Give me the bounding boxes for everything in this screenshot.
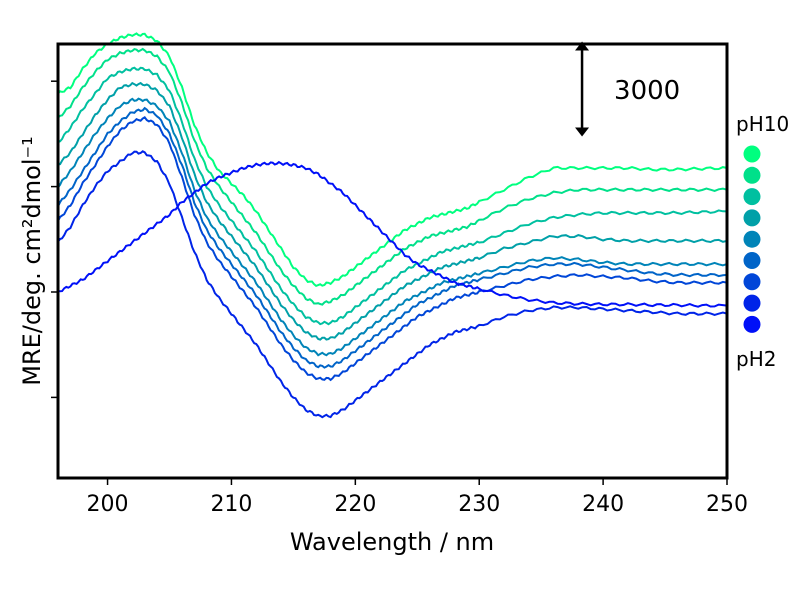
- ph-legend-dot-6: [743, 252, 761, 269]
- x-tick-label-250: 250: [706, 492, 748, 517]
- series-line-6: [57, 106, 728, 369]
- series-line-1: [57, 32, 728, 288]
- scale-bar-arrow-up: [575, 41, 590, 51]
- scale-bar-arrow-down: [575, 127, 590, 137]
- ph-legend-dot-4: [743, 209, 761, 227]
- x-tick-label-240: 240: [582, 492, 624, 517]
- series-line-8: [57, 150, 728, 419]
- ph-legend-dot-7: [743, 273, 761, 291]
- scale-bar: 3000: [575, 41, 680, 137]
- series-layer: [57, 32, 728, 419]
- ph-legend-dot-8: [743, 294, 761, 312]
- plot-frame: [56, 42, 729, 480]
- ph-legend-dot-2: [743, 166, 761, 184]
- scale-bar-label: 3000: [614, 76, 680, 106]
- series-line-4: [57, 81, 728, 341]
- ph-legend-dot-3: [743, 188, 761, 206]
- series-line-3: [57, 66, 728, 326]
- x-tick-label-230: 230: [458, 492, 500, 517]
- series-line-2: [57, 47, 728, 306]
- series-line-9: [57, 160, 728, 308]
- ph-legend-dot-1: [743, 145, 761, 163]
- series-line-5: [57, 97, 728, 357]
- x-tick-label-220: 220: [334, 492, 376, 517]
- x-tick-label-210: 210: [210, 492, 252, 517]
- ph-label-top: pH10: [736, 112, 789, 136]
- ph-legend: [743, 145, 761, 333]
- series-line-7: [57, 115, 728, 382]
- y-axis-label: MRE/deg. cm²dmol⁻¹: [18, 136, 46, 386]
- x-tick-label-200: 200: [87, 492, 129, 517]
- x-axis-label: Wavelength / nm: [290, 528, 494, 556]
- ph-legend-dot-5: [743, 230, 761, 248]
- ticks-layer: 200 210 220 230 240 250: [51, 80, 748, 517]
- ph-legend-dot-9: [743, 315, 761, 333]
- ph-label-bottom: pH2: [736, 347, 776, 371]
